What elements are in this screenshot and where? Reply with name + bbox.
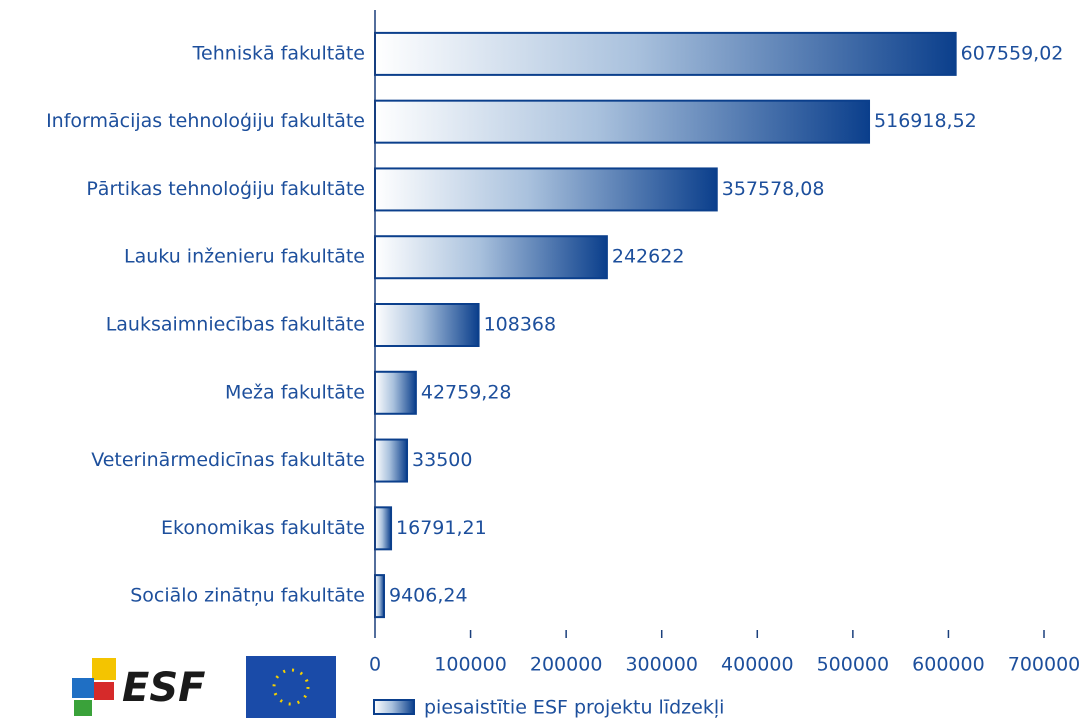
logo-text: ESF [122,665,205,711]
value-label: 33500 [412,449,472,471]
value-label: 516918,52 [874,110,977,132]
bar [374,99,871,144]
bar [374,303,480,347]
bar [374,235,608,280]
bar [374,370,417,415]
x-tick-label: 700000 [1008,654,1081,676]
y-tick-label: Tehniskā fakultāte [192,42,365,64]
y-tick-label: Pārtikas tehnoloģiju fakultāte [86,178,365,200]
eu-flag [246,656,336,718]
x-tick-label: 600000 [912,654,985,676]
legend-label: piesaistītie ESF projektu līdzekļi [424,697,724,719]
x-tick-label: 500000 [817,654,890,676]
x-tick-label: 400000 [721,654,794,676]
value-label: 607559,02 [961,42,1064,64]
y-tick-label: Lauksaimniecības fakultāte [106,314,365,336]
value-label: 16791,21 [396,517,487,539]
x-tick-label: 300000 [625,654,698,676]
y-tick-label: Veterinārmedicīnas fakultāte [91,449,365,471]
value-label: 242622 [612,246,685,268]
x-tick-label: 200000 [530,654,603,676]
x-tick-label: 100000 [434,654,507,676]
value-label: 9406,24 [389,585,468,607]
x-tick-label: 0 [369,654,381,676]
bar [374,506,393,551]
esf-logo: ESF [72,658,205,716]
y-tick-label: Meža fakultāte [225,381,365,403]
legend-swatch [373,699,415,715]
value-label: 42759,28 [421,381,512,403]
value-label: 108368 [484,314,557,336]
value-label: 357578,08 [722,178,825,200]
bar [374,167,718,212]
y-tick-label: Sociālo zinātņu fakultāte [130,585,365,607]
y-tick-label: Lauku inženieru fakultāte [124,246,365,268]
bar [374,574,385,619]
y-tick-label: Ekonomikas fakultāte [161,517,365,539]
bar [374,438,409,483]
bar [374,31,957,76]
y-tick-label: Informācijas tehnoloģiju fakultāte [46,110,365,132]
